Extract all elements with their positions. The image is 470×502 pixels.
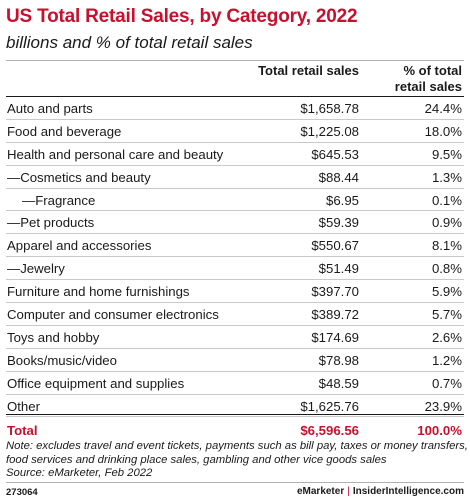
row-pct-value: 0.9%	[431, 215, 462, 231]
row-category: Apparel and accessories	[7, 238, 152, 254]
row-pct-value: 1.2%	[431, 352, 462, 368]
row-sales-value: $397.70	[311, 284, 359, 300]
row-sales-value: $1,625.76	[300, 398, 359, 414]
table-row: —Cosmetics and beauty $88.44 1.3%	[6, 166, 464, 189]
row-pct-value: 0.8%	[431, 261, 462, 277]
header-divider	[6, 96, 464, 97]
table-row: —Fragrance $6.95 0.1%	[6, 189, 464, 212]
row-category: Toys and hobby	[7, 329, 100, 345]
row-category: Office equipment and supplies	[7, 375, 185, 391]
row-pct-value: 0.1%	[431, 192, 462, 208]
row-category: —Cosmetics and beauty	[7, 169, 151, 185]
row-pct-value: 5.7%	[431, 307, 462, 323]
row-category: Computer and consumer electronics	[7, 307, 219, 323]
chart-id: 273064	[6, 487, 38, 498]
total-pct-value: 100.0%	[417, 423, 462, 439]
note-line-1: Note: excludes travel and event tickets,…	[6, 440, 468, 452]
row-pct-value: 0.7%	[431, 375, 462, 391]
column-header-pct: % of total retail sales	[395, 63, 462, 95]
total-label: Total	[7, 423, 38, 439]
row-sales-value: $1,658.78	[300, 101, 359, 116]
column-header-sales: Total retail sales	[258, 63, 359, 78]
row-sales-value: $78.98	[318, 352, 359, 368]
chart-title: US Total Retail Sales, by Category, 2022	[6, 6, 358, 27]
total-sales-value: $6,596.56	[300, 423, 359, 439]
column-header-pct-line2: retail sales	[394, 79, 462, 94]
total-row: Total $6,596.56 100.0%	[6, 419, 464, 442]
table-row: Health and personal care and beauty $645.…	[6, 143, 464, 166]
row-sales-value: $389.72	[311, 307, 359, 323]
row-pct-value: 23.9%	[424, 398, 462, 414]
note-line-2: food services and drinking place sales, …	[6, 453, 387, 466]
row-sales-value: $550.67	[311, 238, 359, 254]
data-table: Auto and parts $1,658.78 24.4% Food and bev…	[6, 97, 464, 442]
table-row: Auto and parts $1,658.78 24.4%	[6, 97, 464, 120]
table-row: —Pet products $59.39 0.9%	[6, 211, 464, 235]
row-sales-value: $59.39	[318, 215, 359, 231]
row-category: Auto and parts	[7, 101, 93, 116]
table-row: Apparel and accessories $550.67 8.1%	[6, 234, 464, 258]
total-divider	[6, 414, 464, 415]
note-block: Note: excludes travel and event tickets,…	[6, 440, 468, 481]
table-row: Computer and consumer electronics $389.72…	[6, 303, 464, 326]
row-category: —Fragrance	[22, 192, 96, 208]
row-sales-value: $88.44	[318, 169, 359, 185]
table-row: Furniture and home furnishings $397.70 5.9…	[6, 280, 464, 304]
row-sales-value: $174.69	[311, 329, 359, 345]
row-pct-value: 5.9%	[431, 284, 462, 300]
table-row: Toys and hobby $174.69 2.6%	[6, 326, 464, 349]
footer-divider	[6, 482, 464, 483]
top-divider	[6, 60, 464, 61]
row-sales-value: $1,225.08	[300, 123, 359, 139]
row-sales-value: $51.49	[318, 261, 359, 277]
brand-insider-intelligence: InsiderIntelligence.com	[352, 486, 464, 497]
table-row: Other $1,625.76 23.9%	[6, 395, 464, 418]
row-category: —Jewelry	[7, 261, 65, 277]
table-row: Office equipment and supplies $48.59 0.7%	[6, 372, 464, 395]
row-sales-value: $48.59	[318, 375, 359, 391]
brand-emarketer: eMarketer	[296, 486, 345, 497]
row-category: Food and beverage	[7, 123, 122, 139]
table-row: —Jewelry $51.49 0.8%	[6, 257, 464, 281]
column-header-pct-line1: % of total	[403, 63, 463, 78]
brand-separator: |	[347, 486, 350, 497]
table-row: Food and beverage $1,225.08 18.0%	[6, 120, 464, 143]
row-pct-value: 18.0%	[424, 123, 462, 139]
table-row: Books/music/video $78.98 1.2%	[6, 349, 464, 372]
row-sales-value: $645.53	[311, 146, 359, 162]
source-line: Source: eMarketer, Feb 2022	[6, 467, 153, 479]
row-pct-value: 9.5%	[431, 146, 462, 162]
row-category: —Pet products	[7, 215, 95, 231]
row-sales-value: $6.95	[325, 192, 359, 208]
row-pct-value: 24.4%	[424, 101, 462, 116]
row-category: Other	[7, 398, 40, 414]
row-pct-value: 2.6%	[431, 329, 462, 345]
row-category: Health and personal care and beauty	[7, 146, 224, 162]
row-category: Furniture and home furnishings	[7, 284, 190, 300]
chart-subtitle: billions and % of total retail sales	[6, 33, 253, 52]
footer-brand: eMarketer | InsiderIntelligence.com	[297, 486, 464, 497]
row-category: Books/music/video	[7, 352, 117, 368]
row-pct-value: 8.1%	[431, 238, 462, 254]
row-pct-value: 1.3%	[431, 169, 462, 185]
